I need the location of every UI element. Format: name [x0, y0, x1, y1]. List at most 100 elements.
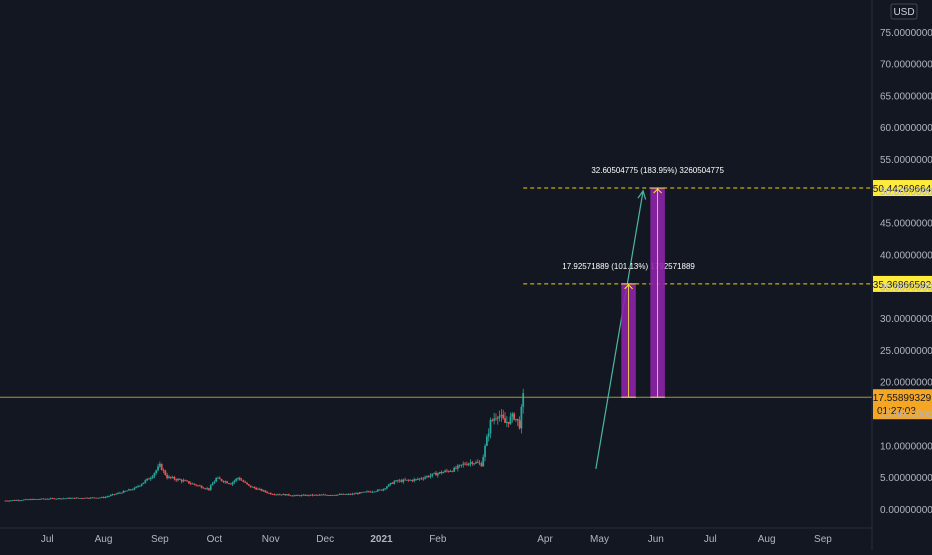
candle-body [392, 483, 394, 484]
candle-body [346, 494, 348, 495]
candle-body [433, 473, 435, 474]
candle-body [108, 496, 110, 497]
candle-body [295, 495, 297, 496]
candle-body [417, 479, 419, 480]
y-tick-label: 45.00000000 [880, 219, 932, 230]
candle-body [481, 463, 483, 466]
candle-body [152, 476, 154, 478]
candle-body [312, 495, 314, 496]
y-tick-label: 20.00000000 [880, 378, 932, 389]
candle-body [522, 393, 524, 407]
candle-body [39, 499, 41, 500]
candle-body [164, 471, 166, 475]
candle-body [411, 480, 413, 481]
candle-body [30, 499, 32, 500]
candle-body [68, 498, 70, 499]
candle-body [444, 471, 446, 472]
candle-body [341, 494, 343, 495]
candle-body [510, 417, 512, 424]
candle-body [208, 488, 210, 489]
candle-body [179, 479, 181, 480]
candle-body [426, 476, 428, 477]
candle-body [37, 499, 39, 500]
candle-body [83, 498, 85, 499]
candle-body [482, 457, 484, 466]
candle-body [74, 498, 76, 499]
candle-body [297, 495, 299, 496]
candle-body [223, 481, 225, 482]
candle-body [290, 495, 292, 496]
candle-body [473, 463, 475, 464]
y-tick-label: 5.00000000 [880, 473, 932, 484]
candle-body [50, 498, 52, 499]
candle-body [46, 499, 48, 500]
candle-body [163, 470, 165, 471]
candle-body [84, 498, 86, 499]
candle-body [286, 494, 288, 495]
candle-body [139, 486, 141, 487]
candle-body [486, 437, 488, 446]
candle-body [25, 499, 27, 500]
candle-body [508, 422, 510, 424]
candle-body [491, 420, 493, 421]
candle-body [381, 490, 383, 491]
candle-body [368, 491, 370, 492]
candle-body [259, 489, 261, 490]
candle-body [104, 497, 106, 498]
candle-body [355, 493, 357, 494]
y-tick-label: 65.00000000 [880, 91, 932, 102]
candle-body [511, 414, 513, 417]
candle-body [86, 498, 88, 499]
candle-body [106, 496, 108, 497]
candle-body [235, 479, 237, 481]
candle-body [504, 418, 506, 423]
candle-body [284, 494, 286, 495]
candle-body [101, 497, 103, 498]
x-tick-label: Jul [704, 534, 717, 545]
currency-label[interactable]: USD [893, 7, 914, 18]
candle-body [502, 415, 504, 418]
candle-body [14, 500, 16, 501]
candle-body [168, 477, 170, 478]
candle-body [361, 492, 363, 493]
candle-body [515, 419, 517, 420]
candle-body [19, 500, 21, 501]
candle-body [439, 472, 441, 473]
candle-body [92, 497, 94, 498]
candle-body [97, 498, 99, 499]
candle-body [34, 499, 36, 500]
candle-body [94, 497, 96, 498]
candle-body [206, 488, 208, 489]
candle-body [161, 464, 163, 470]
candle-body [520, 407, 522, 429]
candle-body [8, 501, 10, 502]
candle-body [350, 494, 352, 495]
candle-body [217, 478, 219, 479]
x-tick-label: May [590, 534, 609, 545]
candle-body [499, 416, 501, 418]
candle-body [261, 489, 263, 491]
candle-body [308, 495, 310, 496]
candle-body [43, 499, 45, 500]
x-tick-label: Aug [758, 534, 776, 545]
candle-body [299, 495, 301, 496]
candle-body [435, 473, 437, 475]
candle-body [431, 474, 433, 476]
y-tick-label: 75.00000000 [880, 28, 932, 39]
y-tick-label: 10.00000000 [880, 441, 932, 452]
candle-body [224, 481, 226, 482]
candle-body [437, 473, 439, 475]
candle-body [210, 485, 212, 489]
candle-body [195, 485, 197, 486]
candle-body [110, 495, 112, 496]
candle-body [233, 481, 235, 483]
candle-body [372, 492, 374, 493]
projection-annotation: 32.60504775 (183.95%) 3260504775 [591, 166, 724, 175]
candle-body [23, 500, 25, 501]
candle-body [134, 488, 136, 490]
candle-body [466, 464, 468, 465]
candle-body [413, 479, 415, 481]
